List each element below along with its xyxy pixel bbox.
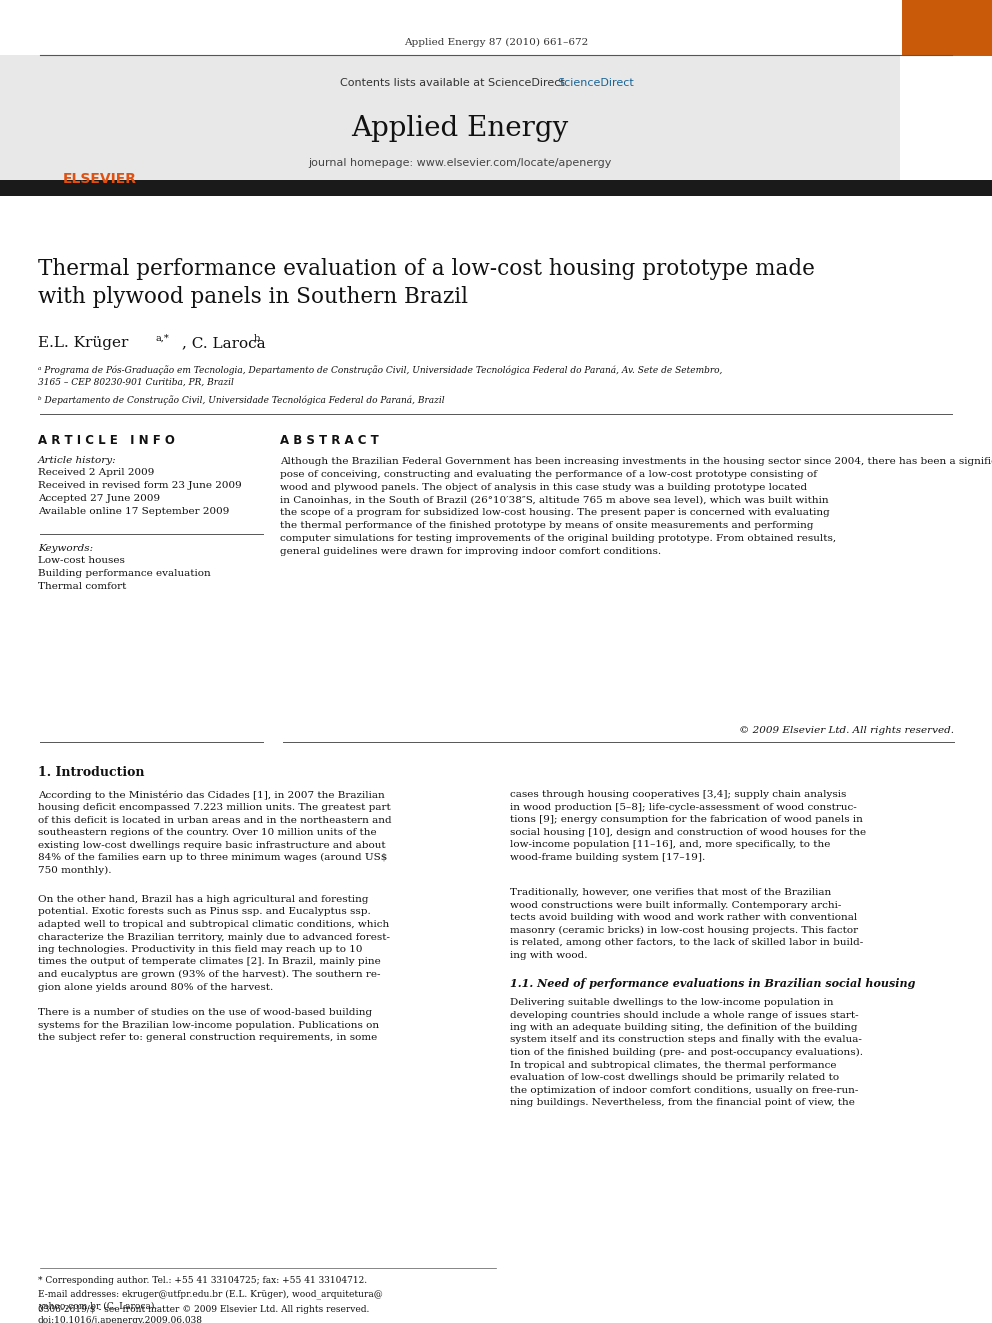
Text: cases through housing cooperatives [3,4]; supply chain analysis
in wood producti: cases through housing cooperatives [3,4]… [510,790,866,861]
Text: * Corresponding author. Tel.: +55 41 33104725; fax: +55 41 33104712.: * Corresponding author. Tel.: +55 41 331… [38,1275,367,1285]
Bar [0,180,992,196]
Text: Keywords:: Keywords: [38,544,93,553]
Text: ELSEVIER: ELSEVIER [63,172,137,187]
Text: A B S T R A C T: A B S T R A C T [280,434,379,447]
Bar [0,56,900,194]
Text: ᵃ Programa de Pós-Graduação em Tecnologia, Departamento de Construção Civil, Uni: ᵃ Programa de Pós-Graduação em Tecnologi… [38,365,722,386]
Text: , C. Laroca: , C. Laroca [182,336,266,351]
Text: E-mail addresses: ekruger@utfpr.edu.br (E.L. Krüger), wood_arquitetura@
yahoo.co: E-mail addresses: ekruger@utfpr.edu.br (… [38,1289,383,1311]
Text: 0306-2619/$ - see front matter © 2009 Elsevier Ltd. All rights reserved.: 0306-2619/$ - see front matter © 2009 El… [38,1304,369,1314]
Text: doi:10.1016/j.apenergy.2009.06.038: doi:10.1016/j.apenergy.2009.06.038 [38,1316,203,1323]
Text: Thermal performance evaluation of a low-cost housing prototype made
with plywood: Thermal performance evaluation of a low-… [38,258,814,308]
Text: Contents lists available at ScienceDirect: Contents lists available at ScienceDirec… [340,78,564,89]
Text: According to the Ministério das Cidades [1], in 2007 the Brazilian
housing defic: According to the Ministério das Cidades … [38,790,392,875]
Text: Although the Brazilian Federal Government has been increasing investments in the: Although the Brazilian Federal Governmen… [280,456,992,556]
Bar [902,0,992,56]
Text: A R T I C L E   I N F O: A R T I C L E I N F O [38,434,175,447]
Text: 1. Introduction: 1. Introduction [38,766,145,779]
Text: APPLIED
ENERGY: APPLIED ENERGY [918,105,976,132]
Text: Low-cost houses
Building performance evaluation
Thermal comfort: Low-cost houses Building performance eva… [38,556,210,590]
Text: E.L. Krüger: E.L. Krüger [38,336,128,351]
Text: b: b [253,333,260,343]
Text: Delivering suitable dwellings to the low-income population in
developing countri: Delivering suitable dwellings to the low… [510,998,863,1107]
Text: Received 2 April 2009
Received in revised form 23 June 2009
Accepted 27 June 200: Received 2 April 2009 Received in revise… [38,468,242,516]
Text: There is a number of studies on the use of wood-based building
systems for the B: There is a number of studies on the use … [38,1008,379,1043]
Text: Applied Energy 87 (2010) 661–672: Applied Energy 87 (2010) 661–672 [404,38,588,48]
Text: ᵇ Departamento de Construção Civil, Universidade Tecnológica Federal do Paraná, : ᵇ Departamento de Construção Civil, Univ… [38,396,444,405]
Text: © 2009 Elsevier Ltd. All rights reserved.: © 2009 Elsevier Ltd. All rights reserved… [739,726,954,736]
Text: journal homepage: www.elsevier.com/locate/apenergy: journal homepage: www.elsevier.com/locat… [309,157,612,168]
Text: ScienceDirect: ScienceDirect [557,78,634,89]
Text: Traditionally, however, one verifies that most of the Brazilian
wood constructio: Traditionally, however, one verifies tha… [510,888,863,959]
Text: On the other hand, Brazil has a high agricultural and foresting
potential. Exoti: On the other hand, Brazil has a high agr… [38,894,390,992]
Text: 1.1. Need of performance evaluations in Brazilian social housing: 1.1. Need of performance evaluations in … [510,978,916,990]
Text: Applied Energy: Applied Energy [351,115,568,142]
Text: Article history:: Article history: [38,456,117,464]
Text: a,*: a,* [155,333,169,343]
